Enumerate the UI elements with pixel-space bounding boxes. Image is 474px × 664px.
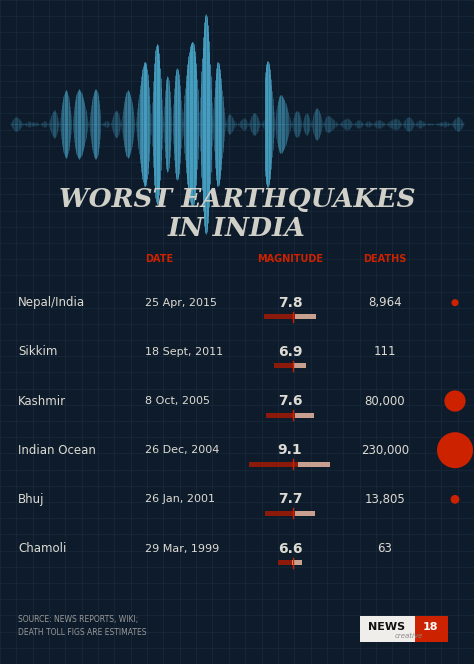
- Bar: [266, 412, 314, 418]
- Text: 6.6: 6.6: [278, 542, 302, 556]
- Text: NEWS: NEWS: [368, 622, 405, 632]
- Text: 7.6: 7.6: [278, 394, 302, 408]
- Text: 63: 63: [378, 542, 392, 555]
- Text: creative: creative: [394, 633, 423, 639]
- Bar: [265, 511, 315, 516]
- Text: 80,000: 80,000: [365, 394, 405, 408]
- Text: Bhuj: Bhuj: [18, 493, 45, 506]
- Bar: [249, 461, 298, 467]
- Bar: [264, 314, 295, 319]
- Text: 13,805: 13,805: [365, 493, 405, 506]
- Text: 111: 111: [374, 345, 396, 359]
- Text: 26 Jan, 2001: 26 Jan, 2001: [145, 495, 215, 505]
- Text: 8,964: 8,964: [368, 296, 402, 309]
- Bar: [415, 616, 448, 642]
- Text: 18 Sept, 2011: 18 Sept, 2011: [145, 347, 223, 357]
- Circle shape: [437, 432, 473, 468]
- Text: DATE: DATE: [145, 254, 173, 264]
- Bar: [278, 560, 302, 565]
- Text: MAGNITUDE: MAGNITUDE: [257, 254, 323, 264]
- Text: Indian Ocean: Indian Ocean: [18, 444, 96, 457]
- Text: 18: 18: [423, 622, 438, 632]
- Text: IN INDIA: IN INDIA: [168, 216, 306, 242]
- Bar: [266, 412, 295, 418]
- Text: 9.1: 9.1: [278, 443, 302, 457]
- Text: Sikkim: Sikkim: [18, 345, 57, 359]
- Bar: [249, 461, 330, 467]
- Bar: [265, 511, 295, 516]
- Text: 6.9: 6.9: [278, 345, 302, 359]
- Text: DEATHS: DEATHS: [363, 254, 407, 264]
- Text: 7.7: 7.7: [278, 492, 302, 507]
- Circle shape: [451, 495, 459, 504]
- Bar: [278, 560, 292, 565]
- Circle shape: [451, 299, 458, 306]
- Text: 29 Mar, 1999: 29 Mar, 1999: [145, 544, 219, 554]
- Bar: [264, 314, 316, 319]
- Text: 25 Apr, 2015: 25 Apr, 2015: [145, 297, 217, 307]
- Circle shape: [445, 390, 465, 412]
- Bar: [274, 363, 306, 369]
- Text: 7.8: 7.8: [278, 295, 302, 309]
- Text: Chamoli: Chamoli: [18, 542, 66, 555]
- Bar: [360, 616, 448, 642]
- Text: SOURCE: NEWS REPORTS, WIKI;
DEATH TOLL FIGS ARE ESTIMATES: SOURCE: NEWS REPORTS, WIKI; DEATH TOLL F…: [18, 616, 146, 637]
- Text: Nepal/India: Nepal/India: [18, 296, 85, 309]
- Text: 26 Dec, 2004: 26 Dec, 2004: [145, 445, 219, 456]
- Text: 8 Oct, 2005: 8 Oct, 2005: [145, 396, 210, 406]
- Bar: [274, 363, 293, 369]
- Text: Kashmir: Kashmir: [18, 394, 66, 408]
- Text: 230,000: 230,000: [361, 444, 409, 457]
- Text: WORST EARTHQUAKES: WORST EARTHQUAKES: [59, 187, 415, 212]
